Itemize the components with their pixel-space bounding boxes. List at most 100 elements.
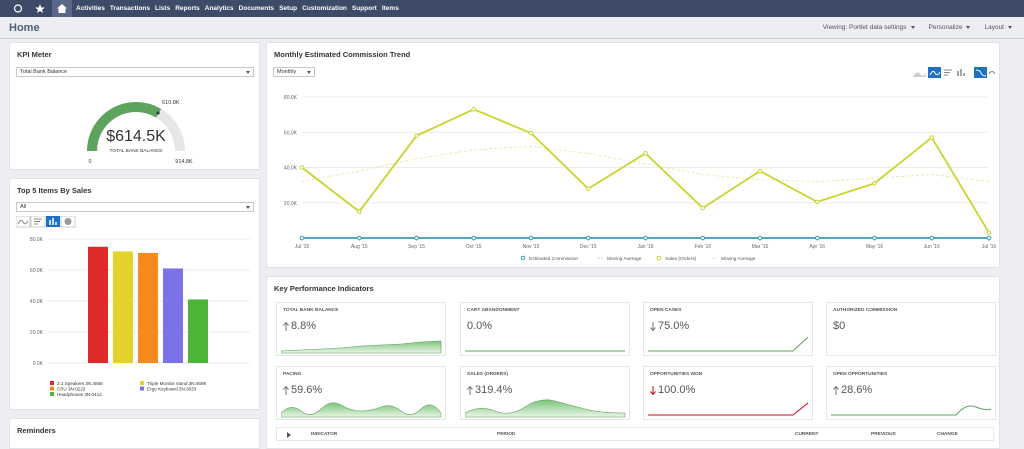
nav-items: Activities Transactions Lists Reports Analyt… [76,0,399,17]
nav-item[interactable]: Items [381,5,399,12]
nav-item[interactable]: Activities [76,5,105,12]
data-point [700,205,706,211]
kpi-label: OPEN OPPORTUNITIES [833,372,888,377]
kpi-value: 100.0% [650,384,695,396]
nav-item[interactable]: Transactions [109,5,151,12]
arrow-shape [650,385,656,395]
spark-shape [831,405,992,416]
legend-label: 2.1 Speakers 3N:4868 [57,381,103,386]
bar-type-button[interactable] [957,69,965,76]
header-control[interactable]: Layout [984,24,1012,31]
control-text: Viewing: Portlet data settings [822,24,907,31]
legend-label: Moving Average [721,256,756,262]
bar [163,268,183,363]
spark-shape [648,402,809,416]
kpi-value: 75.0% [650,320,689,332]
data-point [814,199,820,205]
straight-button[interactable] [988,71,995,75]
select[interactable]: Total Bank Balance [16,67,254,77]
x-tick-label: Jun '16 [924,244,940,250]
nav-item[interactable]: Reports [175,5,200,12]
arrow-shape [467,385,473,395]
hbar-type-button[interactable] [944,69,952,76]
expand-icon[interactable] [287,432,291,438]
arrow-shape [650,321,656,331]
kpi-tile: OPEN OPPORTUNITIES 28.6% [826,366,996,420]
kpi-meter-panel: KPI Meter Total Bank Balance 610.8K $614.… [9,42,260,170]
data-point [356,209,362,214]
nav-item[interactable]: Customization [302,5,347,12]
page-title: Home [9,22,40,34]
data-point [986,235,992,241]
x-tick-label: Jan '16 [638,244,654,250]
nav-item[interactable]: Support [351,5,377,12]
kpi-value: 8.8% [283,320,316,332]
icon [17,219,29,225]
icon [64,218,72,225]
table-header: PREVIOUS [871,432,896,437]
kpi-tile: OPPORTUNITIES WON 100.0% [643,366,813,420]
dropdown-arrow [966,26,971,29]
header-control[interactable]: Viewing: Portlet data settings [823,24,915,31]
trend-arrow [650,321,656,331]
legend-marker [656,255,662,261]
panel-title: Key Performance Indicators [274,284,374,293]
kpi-value-text: 319.4% [475,384,513,396]
y-tick-label: 80.0K [30,237,44,243]
data-point [299,235,305,241]
legend-swatch [50,392,54,396]
data-point [528,235,534,241]
panel-title: Monthly Estimated Commission Trend [274,50,411,59]
nav-item[interactable]: Setup [279,5,298,12]
kpi-value: 0.0% [467,320,492,332]
y-tick-label: 40.0K [30,299,44,305]
kpi-tile: TOTAL BANK BALANCE 8.8% [276,302,446,356]
select-text: Total Bank Balance [20,69,68,75]
data-point [471,235,477,241]
sparkline [465,399,626,418]
data-point [929,235,935,241]
nav-item[interactable]: Documents [238,5,275,12]
kpi-value-text: 75.0% [658,320,690,332]
nav-item[interactable]: Analytics [204,5,234,12]
nav-item[interactable]: Lists [155,5,171,12]
data-point [585,186,591,191]
y-tick-label: 20.0K [30,330,44,336]
header-control[interactable]: Personalize [929,24,971,31]
dropdown-arrow [1008,26,1012,29]
favorites-icon[interactable] [30,0,50,17]
commission-panel: Monthly Estimated Commission Trend Month… [266,42,1000,268]
select[interactable]: All [16,202,254,212]
kpi-label: AUTHORIZED COMMISSION [833,308,898,313]
kpi-table-header: INDICATOR PERIOD CURRENT PREVIOUS CHANGE [276,427,994,441]
chart-type-toolbar [913,67,995,78]
reminders-panel: Reminders [9,418,260,449]
recent-icon[interactable] [8,0,28,17]
panel-title: Reminders [17,426,56,435]
kpi-value: 28.6% [833,384,872,396]
panel-title: KPI Meter [17,50,52,59]
data-point [414,235,419,241]
data-point [643,151,648,156]
area-type-button[interactable] [913,72,926,77]
data-point [471,107,477,112]
legend-label: Sales (Orders) [665,256,697,262]
table-header: INDICATOR [311,432,338,437]
top-items-panel: Top 5 Items By Sales All 0.0K 20.0K 40.0K 6… [9,178,260,410]
kpi-label: SALES (ORDERS) [467,372,509,377]
x-tick-label: Apr '16 [809,244,825,250]
y-tick-label: 40.0K [284,166,298,172]
data-point [356,235,362,241]
select[interactable]: Monthly [273,67,315,77]
trend-arrow [467,385,473,395]
legend-swatch [140,381,144,385]
data-point [299,165,305,170]
spark-shape [465,399,626,418]
x-tick-label: Nov '15 [523,244,540,250]
kpi-tile: AUTHORIZED COMMISSION $0 [826,302,996,356]
y-tick-label: 60.0K [30,268,44,274]
table-header: CHANGE [937,432,958,437]
gauge: 610.8K $614.5K TOTAL BANK BALANCE 0 914.8K [87,100,193,165]
spark-shape [648,336,809,352]
home-icon[interactable] [52,0,72,17]
